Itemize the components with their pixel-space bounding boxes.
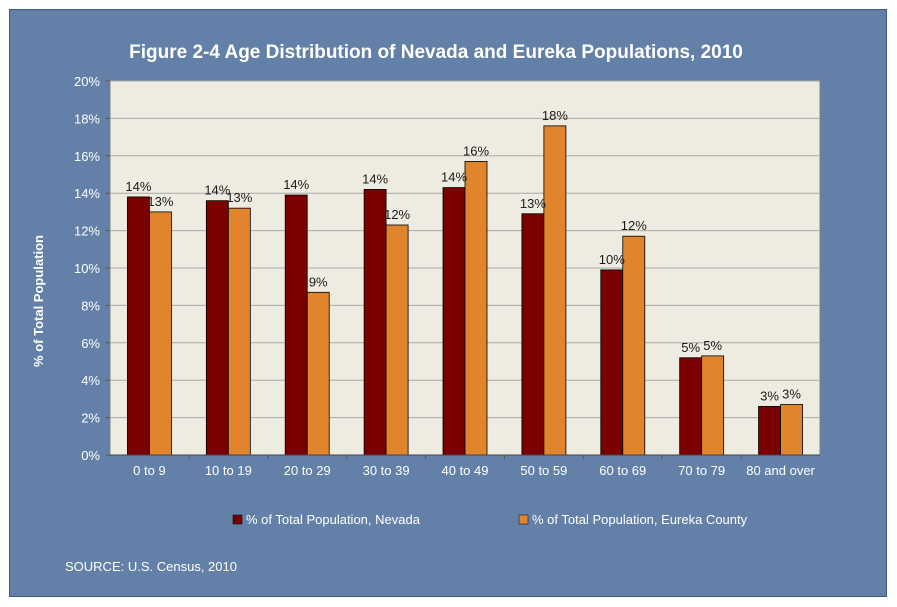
y-axis-label: % of Total Population [31,235,46,367]
y-tick-label: 0% [81,448,100,463]
data-labels: 14%13%14%13%14%9%14%12%14%16%13%18%10%12… [125,108,801,404]
source-note: SOURCE: U.S. Census, 2010 [65,559,237,574]
y-tick-label: 14% [74,186,100,201]
chart-title: Figure 2-4 Age Distribution of Nevada an… [129,42,743,63]
data-label: 14% [125,179,151,194]
y-tick-label: 2% [81,411,100,426]
data-label: 9% [309,274,328,289]
bar-eureka [149,211,172,456]
data-label: 10% [599,252,625,267]
x-tick-label: 40 to 49 [442,463,489,478]
x-tick-label: 30 to 39 [363,463,410,478]
x-tick-label: 0 to 9 [133,463,166,478]
y-tick-label: 18% [74,111,100,126]
data-label: 16% [463,143,489,158]
y-tick-label: 4% [81,373,100,388]
bars [127,125,803,456]
bar-eureka [464,161,488,456]
y-tick-label: 8% [81,298,100,313]
legend: % of Total Population, Nevada % of Total… [232,512,748,527]
y-tick-label: 10% [74,261,100,276]
bar-nevada [127,196,150,456]
data-label: 13% [147,194,173,209]
bar-eureka [385,224,409,456]
y-tick-label: 16% [74,149,100,164]
x-tick-label: 60 to 69 [599,463,646,478]
bar-eureka [227,207,251,456]
x-tick-label: 50 to 59 [520,463,567,478]
data-label: 5% [703,338,722,353]
data-label: 18% [542,108,568,123]
bar-eureka [622,235,646,456]
bar-eureka [780,404,803,456]
y-tick-label: 12% [74,224,100,239]
bar-nevada [284,194,308,456]
legend-swatch-nevada [232,514,243,525]
x-tick-label: 80 and over [746,463,815,478]
data-label: 3% [760,388,779,403]
bar-nevada [600,269,624,456]
bar-eureka [306,291,330,456]
bar-nevada [758,405,781,456]
data-label: 14% [441,170,467,185]
data-label: 5% [681,340,700,355]
data-label: 13% [226,190,252,205]
bar-nevada [521,213,545,456]
legend-swatch-eureka [518,514,529,525]
x-tick-label: 10 to 19 [205,463,252,478]
legend-label-eureka: % of Total Population, Eureka County [532,512,748,527]
bar-nevada [205,200,229,456]
data-label: 14% [204,183,230,198]
axes: 0% 2% 4% 6% 8% 10% 12% 14% 16% 18% 20% 0 to 9 10 to … [74,74,820,478]
data-label: 13% [520,196,546,211]
data-label: 3% [782,387,801,402]
bar-nevada [679,357,703,456]
y-tick-label: 6% [81,336,100,351]
y-tick-label: 20% [74,74,100,89]
bar-nevada [363,189,387,456]
bar-eureka [701,355,725,456]
x-tick-label: 70 to 79 [678,463,725,478]
x-tick-label: 20 to 29 [284,463,331,478]
bar-nevada [442,187,466,456]
data-label: 14% [283,177,309,192]
data-label: 12% [384,207,410,222]
bar-eureka [543,125,567,456]
legend-label-nevada: % of Total Population, Nevada [246,512,421,527]
data-label: 14% [362,171,388,186]
data-label: 12% [621,218,647,233]
